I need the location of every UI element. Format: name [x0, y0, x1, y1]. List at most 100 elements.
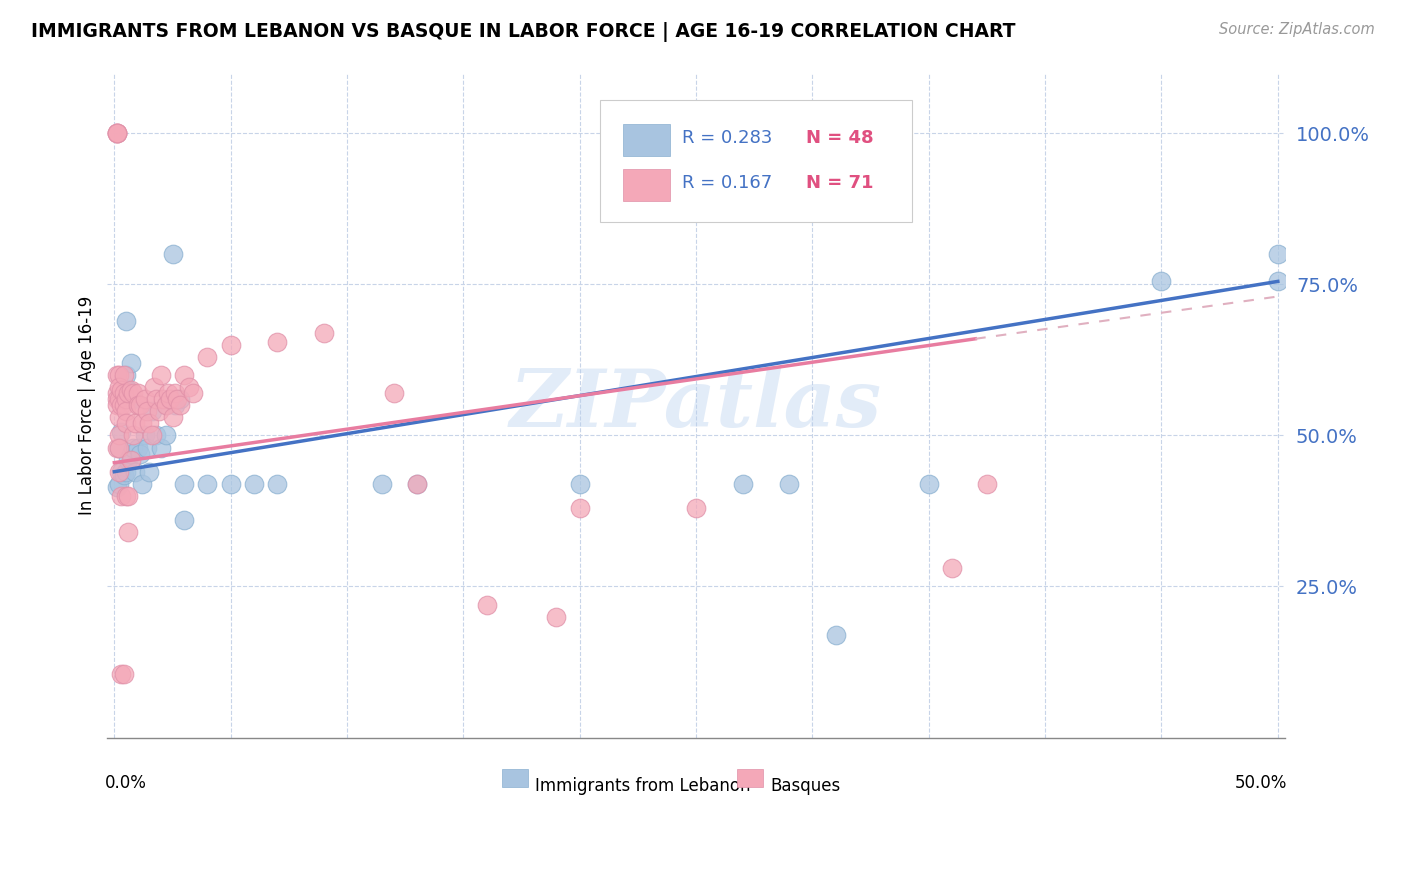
- Point: [568, 476, 591, 491]
- Point: [138, 465, 160, 479]
- Point: [108, 465, 131, 479]
- Point: [219, 476, 242, 491]
- Point: [120, 452, 142, 467]
- Point: [120, 383, 142, 397]
- Point: [129, 398, 152, 412]
- Point: [546, 609, 568, 624]
- Point: [108, 410, 131, 425]
- Point: [112, 467, 135, 482]
- Point: [108, 441, 131, 455]
- Point: [156, 386, 179, 401]
- FancyBboxPatch shape: [623, 124, 671, 156]
- Point: [110, 383, 132, 397]
- Point: [127, 398, 149, 412]
- Point: [1267, 247, 1289, 261]
- Point: [122, 428, 145, 442]
- Point: [145, 392, 167, 407]
- Point: [152, 392, 174, 407]
- Point: [120, 392, 142, 407]
- Point: [197, 476, 219, 491]
- Point: [129, 446, 152, 460]
- FancyBboxPatch shape: [737, 769, 763, 788]
- Point: [108, 392, 131, 407]
- Point: [108, 380, 131, 394]
- Point: [136, 404, 159, 418]
- Text: Immigrants from Lebanon: Immigrants from Lebanon: [534, 778, 751, 796]
- Point: [120, 446, 142, 460]
- Point: [105, 127, 128, 141]
- Point: [405, 476, 427, 491]
- Point: [112, 386, 135, 401]
- Point: [120, 356, 142, 370]
- Point: [824, 628, 846, 642]
- Point: [122, 392, 145, 407]
- Point: [173, 476, 195, 491]
- Point: [685, 500, 707, 515]
- Point: [115, 465, 138, 479]
- Point: [166, 392, 188, 407]
- Text: R = 0.283: R = 0.283: [682, 129, 772, 147]
- Point: [112, 386, 135, 401]
- Point: [162, 247, 184, 261]
- Text: N = 71: N = 71: [806, 174, 873, 192]
- Point: [110, 667, 132, 681]
- Point: [568, 500, 591, 515]
- Point: [131, 476, 153, 491]
- Point: [159, 392, 181, 407]
- Point: [145, 428, 167, 442]
- Point: [731, 476, 754, 491]
- Point: [110, 465, 132, 479]
- Point: [1267, 274, 1289, 288]
- Point: [105, 386, 128, 401]
- Point: [266, 476, 288, 491]
- Point: [169, 398, 191, 412]
- FancyBboxPatch shape: [623, 169, 671, 202]
- Point: [105, 368, 128, 382]
- FancyBboxPatch shape: [502, 769, 527, 788]
- FancyBboxPatch shape: [599, 100, 911, 222]
- Point: [1150, 274, 1173, 288]
- Point: [142, 380, 165, 394]
- Point: [163, 386, 186, 401]
- Point: [127, 386, 149, 401]
- Point: [117, 489, 139, 503]
- Point: [110, 425, 132, 440]
- Point: [115, 404, 138, 418]
- Point: [136, 441, 159, 455]
- Point: [475, 598, 498, 612]
- Point: [976, 476, 998, 491]
- Point: [778, 476, 800, 491]
- Text: N = 48: N = 48: [806, 129, 873, 147]
- Point: [105, 127, 128, 141]
- Point: [105, 127, 128, 141]
- Point: [155, 398, 177, 412]
- Point: [918, 476, 941, 491]
- Point: [115, 392, 138, 407]
- Point: [115, 417, 138, 431]
- Point: [105, 398, 128, 412]
- Point: [122, 441, 145, 455]
- Point: [105, 127, 128, 141]
- Point: [155, 398, 177, 412]
- Point: [941, 561, 963, 575]
- Point: [138, 417, 160, 431]
- Point: [124, 465, 146, 479]
- Point: [173, 513, 195, 527]
- Point: [108, 476, 131, 491]
- Point: [134, 392, 156, 407]
- Point: [149, 368, 172, 382]
- Point: [243, 476, 266, 491]
- Point: [177, 380, 200, 394]
- Point: [134, 428, 156, 442]
- Point: [219, 338, 242, 352]
- Text: Source: ZipAtlas.com: Source: ZipAtlas.com: [1219, 22, 1375, 37]
- Point: [110, 489, 132, 503]
- Text: IMMIGRANTS FROM LEBANON VS BASQUE IN LABOR FORCE | AGE 16-19 CORRELATION CHART: IMMIGRANTS FROM LEBANON VS BASQUE IN LAB…: [31, 22, 1015, 42]
- Point: [382, 386, 405, 401]
- Text: 0.0%: 0.0%: [105, 774, 146, 792]
- Point: [112, 368, 135, 382]
- Point: [371, 476, 394, 491]
- Point: [110, 398, 132, 412]
- Point: [127, 441, 149, 455]
- Point: [117, 452, 139, 467]
